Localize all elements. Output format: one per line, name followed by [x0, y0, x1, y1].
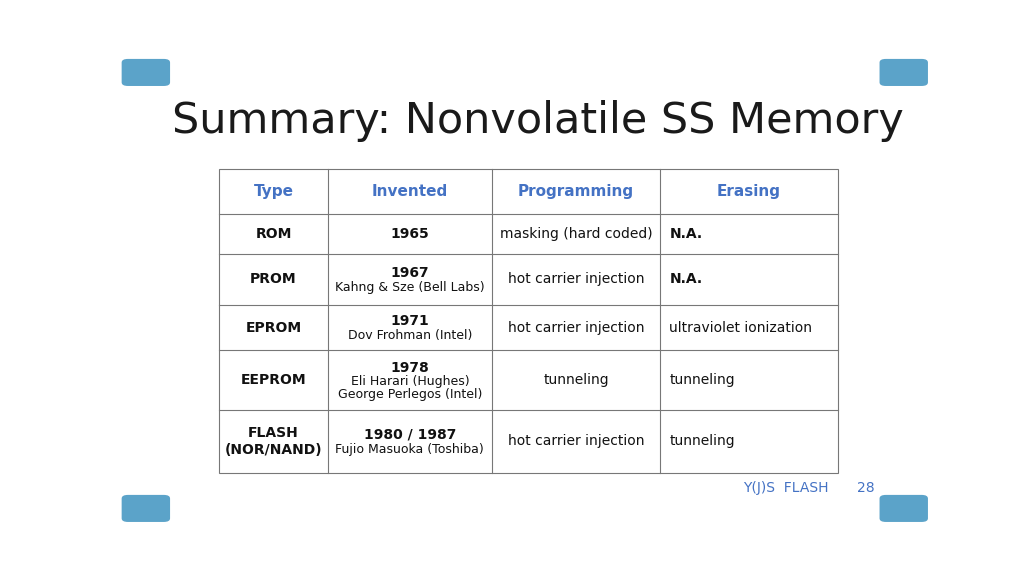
Text: masking (hard coded): masking (hard coded) — [500, 227, 652, 241]
Text: EEPROM: EEPROM — [241, 373, 306, 387]
Text: tunneling: tunneling — [543, 373, 609, 387]
FancyBboxPatch shape — [122, 59, 170, 86]
Text: ultraviolet ionization: ultraviolet ionization — [670, 320, 812, 335]
Text: 1971: 1971 — [390, 314, 429, 328]
Text: hot carrier injection: hot carrier injection — [508, 272, 644, 286]
Text: 1967: 1967 — [390, 266, 429, 280]
Text: FLASH
(NOR/NAND): FLASH (NOR/NAND) — [224, 426, 323, 457]
FancyBboxPatch shape — [880, 495, 928, 522]
Bar — [219, 169, 839, 473]
Text: Programming: Programming — [518, 184, 634, 199]
Text: hot carrier injection: hot carrier injection — [508, 434, 644, 449]
FancyBboxPatch shape — [122, 495, 170, 522]
Text: Erasing: Erasing — [717, 184, 781, 199]
Text: 1978: 1978 — [390, 361, 429, 374]
Text: Fujio Masuoka (Toshiba): Fujio Masuoka (Toshiba) — [336, 443, 484, 456]
Text: Summary: Nonvolatile SS Memory: Summary: Nonvolatile SS Memory — [172, 100, 903, 142]
Text: PROM: PROM — [250, 272, 297, 286]
Text: ROM: ROM — [255, 227, 292, 241]
Text: 1965: 1965 — [390, 227, 429, 241]
Text: hot carrier injection: hot carrier injection — [508, 320, 644, 335]
Text: Y(J)S  FLASH: Y(J)S FLASH — [743, 481, 828, 495]
FancyBboxPatch shape — [880, 59, 928, 86]
Text: 1980 / 1987: 1980 / 1987 — [364, 427, 456, 442]
Text: George Perlegos (Intel): George Perlegos (Intel) — [338, 388, 482, 401]
Text: Eli Harari (Hughes): Eli Harari (Hughes) — [350, 376, 469, 388]
Text: EPROM: EPROM — [246, 320, 301, 335]
Text: Invented: Invented — [372, 184, 447, 199]
Text: tunneling: tunneling — [670, 434, 735, 449]
Text: tunneling: tunneling — [670, 373, 735, 387]
Text: 28: 28 — [856, 481, 874, 495]
Text: Dov Frohman (Intel): Dov Frohman (Intel) — [348, 329, 472, 342]
Text: N.A.: N.A. — [670, 272, 702, 286]
Text: Kahng & Sze (Bell Labs): Kahng & Sze (Bell Labs) — [335, 281, 484, 294]
Text: N.A.: N.A. — [670, 227, 702, 241]
Text: Type: Type — [254, 184, 294, 199]
